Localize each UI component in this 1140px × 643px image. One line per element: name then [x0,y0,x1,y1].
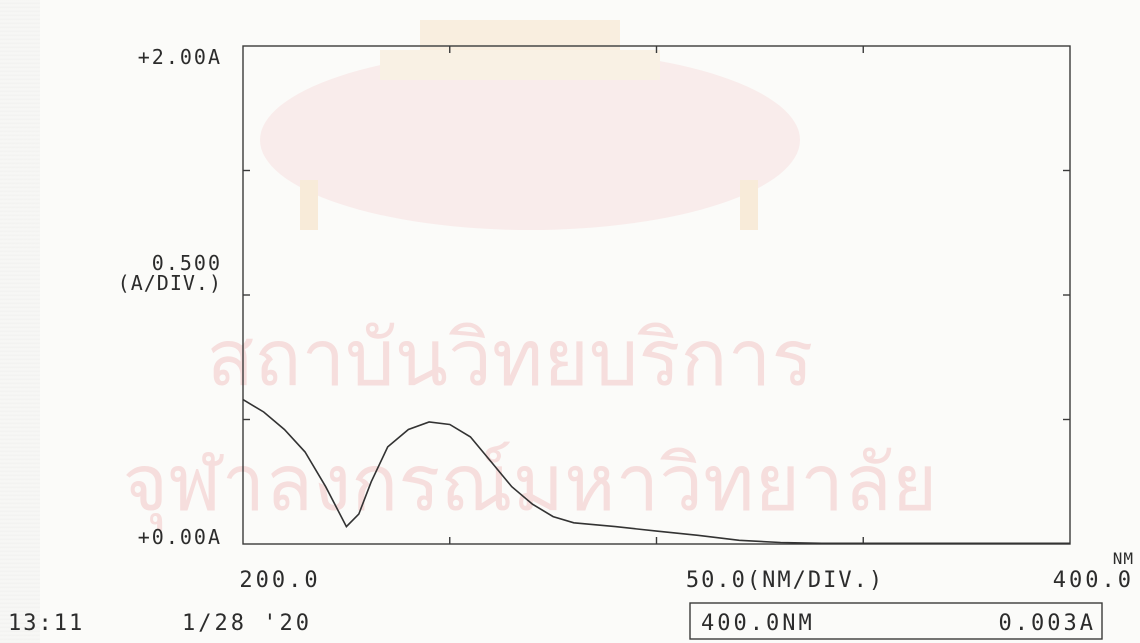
y-scale-value: 0.500 [152,251,222,275]
x-scale-label: 50.0(NM/DIV.) [686,568,884,593]
y-bottom-label: +0.00A [138,525,222,549]
cursor-readout-box [689,602,1103,640]
print-time: 13:11 [8,611,84,636]
x-end-label: 400.0 [1053,568,1134,593]
watermark-line-1: สถาบันวิทยบริการ [207,314,814,404]
spectrum-series-line [242,398,1070,545]
axis-ticks [243,46,1070,544]
scan-edge [0,0,40,643]
watermark-seal [260,20,800,230]
watermark-line-2: จุฬาลงกรณ์มหาวิทยาลัย [122,439,937,531]
print-date: 1/28 '20 [182,611,312,636]
cursor-wavelength: 400.0NM [701,611,815,636]
x-unit-label: NM [1113,549,1134,568]
y-top-label: +2.00A [138,45,222,69]
cursor-absorbance: 0.003A [999,611,1096,636]
y-scale-unit: (A/DIV.) [118,271,222,295]
x-start-label: 200.0 [239,568,320,593]
